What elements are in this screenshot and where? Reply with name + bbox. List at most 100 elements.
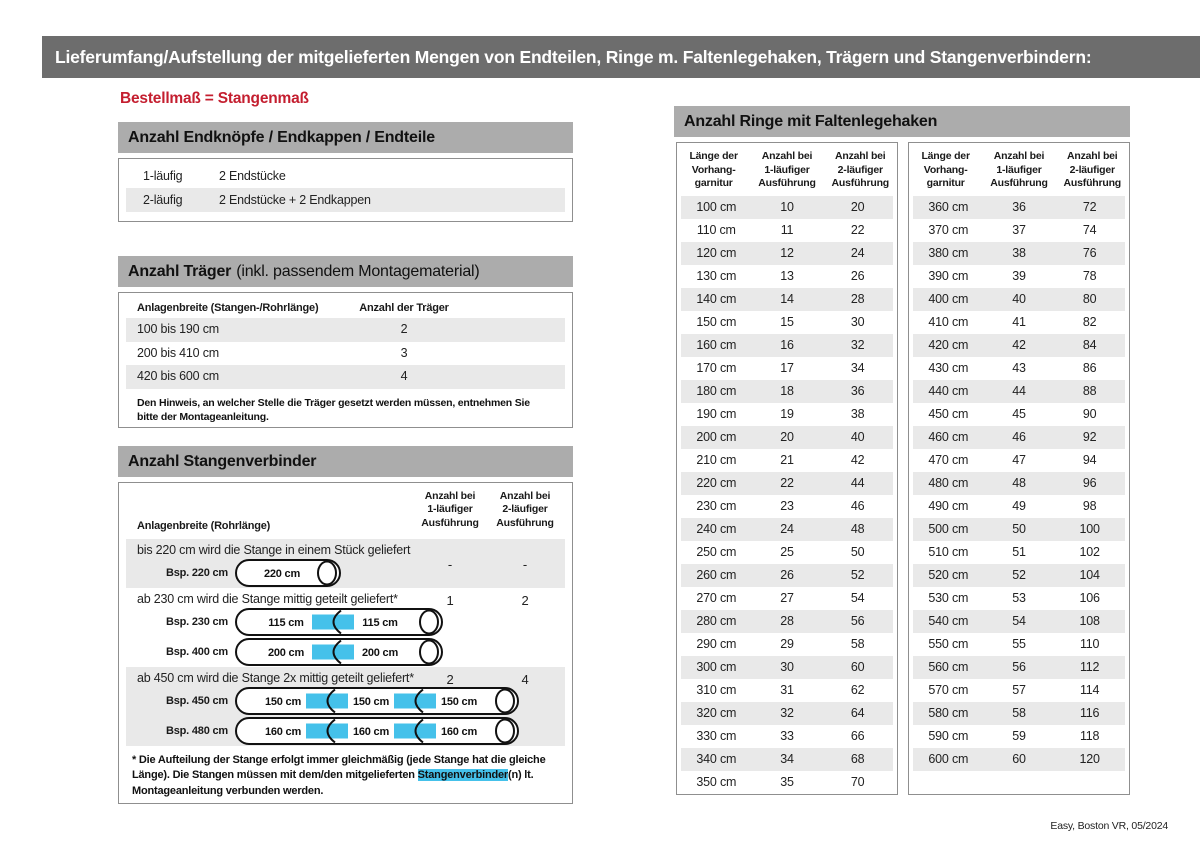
cell: 60: [850, 660, 865, 674]
verbinder-section: ab 230 cm wird die Stange mittig geteilt…: [126, 588, 565, 667]
cell: 17: [780, 361, 794, 375]
cell: 42: [1012, 338, 1026, 352]
section-header-verbinder: Anzahl Stangenverbinder: [118, 446, 573, 477]
value-2-laeufig: 2: [521, 593, 529, 608]
cell: 34: [850, 361, 865, 375]
col-1-laeufig: Anzahl bei 1-läufiger Ausführung: [990, 150, 1048, 190]
table-row: 130 cm 13 26: [681, 265, 893, 288]
table-row: 120 cm 12 24: [681, 242, 893, 265]
cell: 60: [1012, 752, 1026, 766]
table-row: 230 cm 23 46: [681, 495, 893, 518]
order-measure-note: Bestellmaß = Stangenmaß: [120, 90, 309, 107]
cell: 32: [780, 706, 794, 720]
cell: 580 cm: [928, 706, 969, 720]
table-row: 210 cm 21 42: [681, 449, 893, 472]
verbinder-footnote: * Die Aufteilung der Stange erfolgt imme…: [132, 753, 560, 799]
section-header-endteile: Anzahl Endknöpfe / Endkappen / Endteile: [118, 122, 573, 153]
cell: 48: [850, 522, 865, 536]
cell: 52: [850, 568, 865, 582]
segment-length-label: 160 cm: [265, 726, 302, 738]
cell: 41: [1012, 315, 1026, 329]
cell: 25: [780, 545, 794, 559]
segment-length-label: 220 cm: [264, 568, 301, 580]
cell: 360 cm: [928, 200, 969, 214]
rod-diagram: 220 cm: [235, 559, 341, 587]
example-row: Bsp. 480 cm 160 cm 160 cm 160 cm: [126, 716, 565, 746]
table-row: 200 bis 410 cm 3: [126, 342, 565, 366]
rod-diagram: 160 cm 160 cm 160 cm: [235, 717, 519, 745]
table-row: 420 bis 600 cm 4: [126, 365, 565, 389]
cell: 90: [1082, 407, 1097, 421]
cell: 82: [1082, 315, 1097, 329]
rod-diagram: 150 cm 150 cm 150 cm: [235, 687, 519, 715]
ring-table-header: Länge der Vorhang- garnitur Anzahl bei 1-…: [677, 143, 897, 196]
table-row: 350 cm 35 70: [681, 771, 893, 794]
table-row: 330 cm 33 66: [681, 725, 893, 748]
table-row: 490 cm 49 98: [913, 495, 1125, 518]
segment-length-label: 115 cm: [362, 617, 398, 629]
cell: 460 cm: [928, 430, 969, 444]
cell: 18: [780, 384, 794, 398]
verbinder-table: Anlagenbreite (Rohrlänge) Anzahl bei 1-l…: [118, 482, 573, 804]
cell: 45: [1012, 407, 1026, 421]
cell: 52: [1012, 568, 1026, 582]
value-2-laeufig: 4: [521, 672, 529, 687]
table-row: 480 cm 48 96: [913, 472, 1125, 495]
cell: 54: [1012, 614, 1026, 628]
table-row: 160 cm 16 32: [681, 334, 893, 357]
cell: 22: [780, 476, 794, 490]
table-row: 530 cm 53 106: [913, 587, 1125, 610]
ring-table-2: Länge der Vorhang- garnitur Anzahl bei 1-…: [908, 142, 1130, 795]
cell: 520 cm: [928, 568, 969, 582]
cell: 112: [1079, 660, 1100, 674]
cell: 270 cm: [696, 591, 737, 605]
cell: 480 cm: [928, 476, 969, 490]
table-row: 360 cm 36 72: [913, 196, 1125, 219]
cell: 11: [780, 223, 794, 237]
cell: 14: [780, 292, 794, 306]
cell: 59: [1012, 729, 1026, 743]
section-title: Anzahl Endknöpfe / Endkappen / Endteile: [128, 128, 435, 146]
cell: 15: [780, 315, 794, 329]
cell: 31: [780, 683, 794, 697]
cell: 86: [1082, 361, 1097, 375]
traeger-note: Den Hinweis, an welcher Stelle die Träge…: [137, 396, 530, 423]
section-description: ab 450 cm wird die Stange 2x mittig gete…: [137, 671, 414, 685]
cell: 53: [1012, 591, 1026, 605]
table-row: 390 cm 39 78: [913, 265, 1125, 288]
cell: 310 cm: [696, 683, 737, 697]
cell: 66: [850, 729, 865, 743]
cell: 114: [1079, 683, 1100, 697]
cell: 30: [780, 660, 794, 674]
cell: 28: [850, 292, 865, 306]
cell: 180 cm: [696, 384, 737, 398]
cell: 20: [780, 430, 794, 444]
example-label: Bsp. 230 cm: [165, 616, 228, 628]
cell: 100: [1079, 522, 1100, 536]
section-title: Anzahl Ringe mit Faltenlegehaken: [684, 112, 938, 130]
example-row: Bsp. 220 cm 220 cm: [126, 558, 565, 588]
cell: 96: [1082, 476, 1097, 490]
table-row: 420 cm 42 84: [913, 334, 1125, 357]
document-footer: Easy, Boston VR, 05/2024: [1050, 820, 1168, 832]
value-1-laeufig: 2: [446, 672, 454, 687]
table-row: 110 cm 11 22: [681, 219, 893, 242]
cell: 470 cm: [928, 453, 969, 467]
cell: 110 cm: [696, 223, 736, 237]
example-row: Bsp. 230 cm 115 cm 115 cm: [126, 607, 565, 637]
table-row: 570 cm 57 114: [913, 679, 1125, 702]
cell: 102: [1079, 545, 1100, 559]
cell: 104: [1079, 568, 1100, 582]
cell: 26: [850, 269, 865, 283]
rod-diagram: 115 cm 115 cm: [235, 608, 443, 636]
cell: 570 cm: [928, 683, 969, 697]
cell: 51: [1012, 545, 1026, 559]
cell: 68: [850, 752, 865, 766]
cell: 56: [850, 614, 865, 628]
cell: 39: [1012, 269, 1026, 283]
range-cell: 420 bis 600 cm: [137, 369, 219, 383]
cell: 350 cm: [696, 775, 737, 789]
cell: 72: [1082, 200, 1097, 214]
row-label: 1-läufig: [143, 169, 183, 183]
col-anzahl-traeger: Anzahl der Träger: [359, 302, 449, 314]
